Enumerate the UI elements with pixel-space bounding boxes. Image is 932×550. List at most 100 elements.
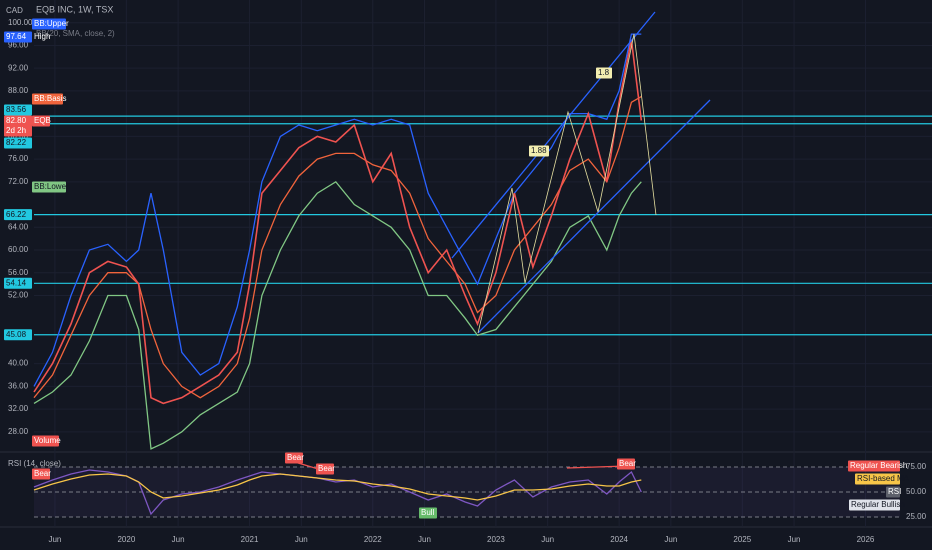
pattern-line — [477, 33, 635, 334]
level-label: 45.08 — [6, 330, 27, 339]
x-tick-label: 2025 — [733, 535, 751, 544]
legend-entry-bg — [32, 181, 66, 193]
signal-label-bg — [32, 468, 50, 480]
legend-entry-bg — [32, 93, 63, 105]
x-tick-label: 2026 — [857, 535, 875, 544]
channel-lower — [477, 99, 711, 334]
annotation: 1.8 — [598, 68, 610, 77]
rsi-legend-bg — [848, 460, 900, 472]
rsi-legend: RSI-based MA — [857, 474, 910, 483]
countdown-bg — [4, 125, 32, 137]
legend-entry-bg — [32, 18, 66, 30]
legend-entry: EQB — [34, 116, 51, 125]
plot — [33, 33, 932, 518]
rsi-legend: Regular Bearish — [850, 461, 907, 470]
level-label-bg — [4, 329, 32, 341]
y-tick-label: 28.00 — [8, 427, 29, 436]
rsi-legend-bg — [886, 486, 900, 498]
y-tick-label: 36.00 — [8, 381, 29, 390]
high-value: 97.64 — [6, 32, 27, 41]
legend-entry: BB:Upper — [34, 19, 69, 28]
rsi-tick-label: 50.00 — [906, 487, 927, 496]
y-tick-label: 72.00 — [8, 177, 29, 186]
high-label: High — [34, 32, 50, 41]
rsi-legend: Regular Bullish — [851, 500, 905, 509]
channel-upper — [451, 11, 656, 259]
x-tick-label: 2024 — [610, 535, 628, 544]
y-tick-label: 56.00 — [8, 268, 29, 277]
level-label-bg — [4, 209, 32, 221]
rsi-legend-bg — [855, 473, 900, 485]
volume-label-bg — [32, 435, 59, 447]
x-tick-label: Jun — [788, 535, 801, 544]
level-label: 66.22 — [6, 210, 27, 219]
labels: Jun 2020 Jun 2021 Jun 2022 Jun 2023 Jun 2024 Jun 20… — [4, 4, 927, 544]
annotation-bg — [596, 67, 612, 79]
currency: CAD — [6, 6, 23, 15]
level-label-bg — [4, 104, 32, 116]
y-tick-label: 92.00 — [8, 63, 29, 72]
series-line — [33, 180, 642, 450]
series-line — [33, 33, 642, 387]
level-label-bg — [4, 277, 32, 289]
level-label: 82.22 — [6, 138, 27, 147]
y-tick-label: 60.00 — [8, 245, 29, 254]
signal-label: Bear — [34, 469, 51, 478]
x-tick-label: 2023 — [487, 535, 505, 544]
rsi-legend: RSI — [888, 487, 901, 496]
rsi-legend-bg — [849, 499, 900, 511]
countdown: 2d 2h — [6, 126, 26, 135]
x-tick-label: 2020 — [117, 535, 135, 544]
signal-label: Bear — [318, 464, 335, 473]
symbol: EQB INC, 1W, TSX — [36, 4, 113, 14]
legend-entry: BB:Basis — [34, 94, 66, 103]
y-tick-label: 100.00 — [8, 18, 33, 27]
x-tick-label: Jun — [418, 535, 431, 544]
x-tick-label: Jun — [295, 535, 308, 544]
level-label-bg — [4, 137, 32, 149]
signal-label: Bull — [421, 508, 435, 517]
series-line — [33, 473, 642, 501]
legend-entry-bg — [32, 115, 50, 127]
annotation: 1.88 — [531, 146, 547, 155]
signal-label: Bear — [619, 459, 636, 468]
drawings — [287, 11, 711, 472]
y-tick-label: 32.00 — [8, 404, 29, 413]
rsi-tick-label: 75.00 — [906, 462, 927, 471]
rsi-tick-label: 25.00 — [906, 512, 927, 521]
level-label: 83.56 — [6, 105, 27, 114]
last-price: 82.80 — [6, 116, 27, 125]
projection-line — [633, 33, 657, 216]
y-tick-label: 52.00 — [8, 291, 29, 300]
x-tick-label: Jun — [664, 535, 677, 544]
y-tick-label: 40.00 — [8, 359, 29, 368]
x-tick-label: 2021 — [241, 535, 259, 544]
series-line — [33, 39, 643, 405]
x-tick-label: 2022 — [364, 535, 382, 544]
y-tick-label: 76.00 — [8, 154, 29, 163]
high-value-bg — [4, 31, 32, 43]
rsi-title: RSI (14, close) — [8, 459, 61, 468]
signal-label-bg — [316, 463, 334, 475]
y-tick-label: 96.00 — [8, 41, 29, 50]
x-tick-label: Jun — [172, 535, 185, 544]
level-label: 54.14 — [6, 278, 27, 287]
y-tick-label: 64.00 — [8, 222, 29, 231]
x-tick-label: Jun — [541, 535, 554, 544]
signal-label-bg — [285, 452, 303, 464]
indicator: BB(20, SMA, close, 2) — [36, 29, 115, 38]
divergence-line — [566, 465, 627, 469]
volume-label: Volume — [34, 436, 61, 445]
y-tick-label: 88.00 — [8, 86, 29, 95]
grid — [34, 0, 932, 527]
annotation-bg — [529, 145, 549, 157]
signal-label-bg — [419, 507, 437, 519]
signal-label-bg — [617, 458, 635, 470]
signal-label: Bear — [287, 453, 304, 462]
last-price-bg — [4, 115, 32, 127]
x-tick-label: Jun — [48, 535, 61, 544]
legend-entry: BB:Lower — [34, 182, 69, 191]
